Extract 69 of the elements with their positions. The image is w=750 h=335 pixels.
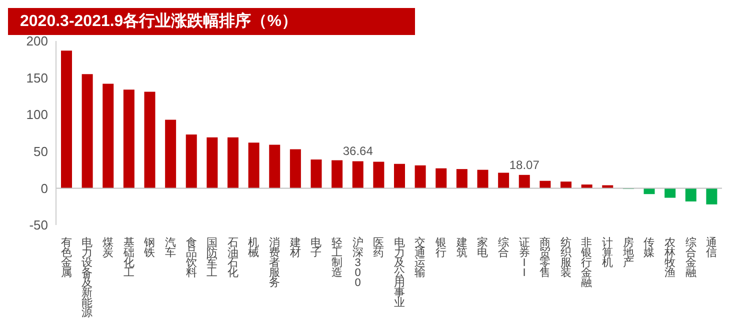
x-tick-label: 电子	[310, 236, 322, 259]
bar	[352, 161, 364, 188]
bar	[228, 137, 238, 188]
x-tick-label: 纺织服装	[560, 236, 572, 279]
bar	[144, 92, 156, 188]
x-tick-label: 煤炭	[102, 237, 114, 259]
x-tick-label: 轻工制造	[331, 237, 342, 279]
y-tick-label: 0	[40, 180, 48, 196]
x-tick-label: 医药	[373, 237, 384, 259]
bar	[310, 159, 322, 188]
y-tick-label: 200	[26, 34, 48, 49]
y-tick-label: -50	[29, 218, 48, 233]
x-tick-label: 有色金属	[60, 237, 72, 279]
x-tick-label: 综合金融	[685, 236, 696, 279]
bar	[560, 182, 572, 188]
data-label: 18.07	[509, 158, 540, 172]
bar	[269, 144, 280, 188]
x-tick-label: 钢铁	[143, 237, 156, 259]
bar	[206, 137, 218, 188]
y-tick-label: 50	[34, 144, 48, 160]
x-tick-label: 非银行金融	[580, 236, 592, 289]
x-tick-label: 交通运输	[414, 236, 426, 279]
x-tick-label: 食品饮料	[184, 237, 197, 279]
bar	[102, 84, 114, 188]
bar	[248, 142, 260, 188]
bar	[414, 165, 426, 188]
x-tick-label: 建材	[288, 236, 301, 259]
x-tick-label: 证券II	[518, 237, 530, 279]
x-tick-label: 房地产	[622, 236, 634, 269]
bar	[123, 90, 134, 188]
x-tick-label: 传媒	[644, 237, 655, 259]
x-tick-label: 石油石化	[227, 237, 238, 279]
bar	[394, 164, 405, 188]
x-tick-label: 通信	[706, 236, 718, 259]
bar	[61, 50, 72, 188]
y-tick-label: 100	[26, 107, 48, 122]
bar	[456, 169, 468, 188]
bar	[685, 188, 696, 202]
x-tick-label: 综合	[498, 236, 509, 259]
bar	[290, 149, 301, 188]
x-tick-label: 电力设备及新能源	[82, 236, 93, 319]
bar	[706, 188, 718, 204]
bar	[165, 120, 176, 188]
x-tick-label: 建筑	[455, 236, 468, 259]
bar	[82, 74, 93, 188]
bar	[664, 188, 676, 198]
bar	[477, 170, 488, 188]
x-tick-label: 机械	[248, 237, 260, 259]
bar	[436, 168, 447, 188]
y-tick-label: 150	[26, 70, 48, 86]
x-tick-label: 电力及公用事业	[394, 236, 405, 309]
x-tick-label: 基础化工	[122, 236, 134, 279]
x-tick-label: 汽车	[164, 237, 176, 259]
x-tick-label: 消费者服务	[269, 236, 280, 289]
bar	[373, 162, 384, 188]
bar	[518, 174, 530, 188]
data-label: 36.64	[342, 144, 374, 158]
x-tick-label: 国防军工	[206, 237, 218, 279]
x-tick-label: 沪深300	[352, 236, 364, 289]
chart-title: 2020.3-2021.9各行业涨跌幅排序（%）	[8, 8, 415, 35]
x-tick-label: 农林牧渔	[663, 237, 676, 279]
bar	[332, 160, 343, 188]
x-tick-label: 计算机	[602, 236, 614, 269]
bar	[498, 172, 510, 188]
bar	[186, 134, 197, 188]
x-tick-label: 银行	[434, 237, 447, 259]
bar	[644, 188, 655, 194]
x-tick-label: 家电	[477, 236, 488, 259]
x-tick-label: 商贸零售	[540, 236, 551, 279]
